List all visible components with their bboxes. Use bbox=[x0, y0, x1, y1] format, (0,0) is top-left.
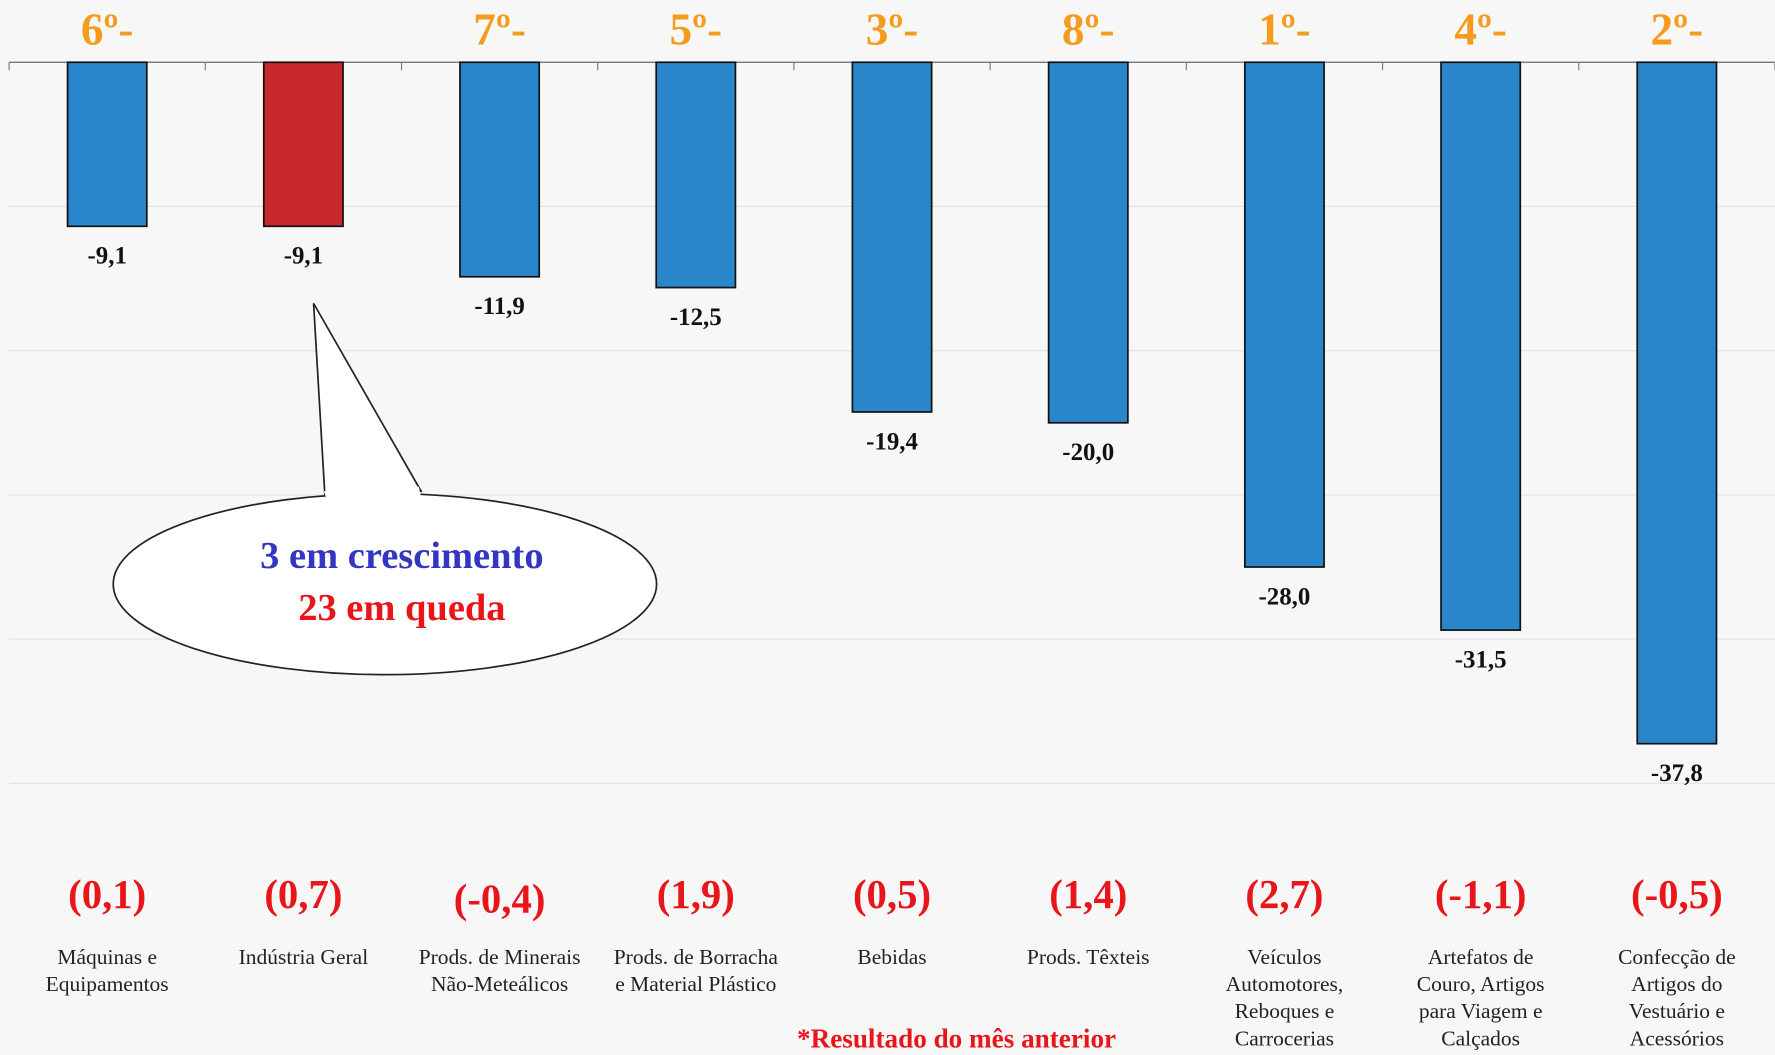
previous-label: (0,7) bbox=[264, 872, 342, 917]
x-tick-label-line: Bebidas bbox=[857, 945, 926, 969]
x-tick-label: Confecção de Artigos do Vestuário e Acessór… bbox=[1618, 945, 1736, 1051]
previous-label: (0,5) bbox=[853, 872, 931, 917]
rank-label: 6º- bbox=[81, 4, 134, 54]
bar bbox=[1243, 61, 1325, 568]
bar bbox=[851, 61, 933, 413]
rank-label: 2º- bbox=[1651, 4, 1704, 54]
value-label: -20,0 bbox=[1062, 439, 1114, 466]
bar bbox=[1636, 61, 1718, 745]
callout: 3 em crescimento 23 em queda bbox=[112, 302, 658, 676]
previous-label: (1,9) bbox=[657, 872, 735, 917]
previous-label: (2,7) bbox=[1245, 872, 1323, 917]
x-tick-label-line: Prods. de Borracha bbox=[614, 945, 779, 969]
x-tick-label-line: Confecção de bbox=[1618, 945, 1736, 969]
rank-label: 1º- bbox=[1258, 4, 1311, 54]
bar bbox=[459, 61, 541, 278]
x-tick-label-line: Não-Meteálicos bbox=[431, 972, 568, 996]
x-tick-label: Artefatos de Couro, Artigos para Viagem e C… bbox=[1417, 945, 1545, 1051]
x-tick-label-line: Carrocerias bbox=[1235, 1026, 1334, 1050]
x-tick-label-line: para Viagem e bbox=[1419, 999, 1543, 1023]
x-tick-label-line: Couro, Artigos bbox=[1417, 972, 1545, 996]
value-label: -11,9 bbox=[474, 293, 524, 320]
x-tick-label-line: Reboques e bbox=[1235, 999, 1335, 1023]
x-tick-label: Prods. de Minerais Não-Meteálicos bbox=[419, 945, 581, 996]
value-label: -12,5 bbox=[670, 304, 722, 331]
previous-label: (-0,4) bbox=[454, 877, 546, 922]
value-label: -37,8 bbox=[1651, 760, 1703, 787]
x-tick-label-line: e Material Plástico bbox=[615, 972, 776, 996]
x-tick-label-line: Artigos do bbox=[1631, 972, 1722, 996]
annotation-line: 3 em crescimento bbox=[260, 535, 543, 577]
x-tick-label-line: Calçados bbox=[1441, 1026, 1520, 1050]
bar bbox=[262, 61, 344, 228]
x-tick-label: Indústria Geral bbox=[239, 945, 369, 969]
x-tick-label-line: Prods. de Minerais bbox=[419, 945, 581, 969]
value-label: -31,5 bbox=[1455, 647, 1507, 674]
rank-label: 5º- bbox=[669, 4, 722, 54]
rank-label: 4º- bbox=[1454, 4, 1507, 54]
bar bbox=[66, 61, 148, 228]
value-label: -9,1 bbox=[87, 243, 126, 270]
x-tick-label-line: Artefatos de bbox=[1428, 945, 1534, 969]
x-tick-label-line: Veículos bbox=[1247, 945, 1321, 969]
x-tick-label: Prods. de Borracha e Material Plástico bbox=[614, 945, 779, 996]
footnote: *Resultado do mês anterior bbox=[797, 1024, 1116, 1054]
x-tick-label-line: Automotores, bbox=[1226, 972, 1344, 996]
previous-label: (-1,1) bbox=[1435, 872, 1527, 917]
rank-label: 7º- bbox=[473, 4, 526, 54]
previous-label: (-0,5) bbox=[1631, 872, 1723, 917]
x-tick-label-line: Máquinas e bbox=[57, 945, 157, 969]
previous-label: (1,4) bbox=[1049, 872, 1127, 917]
bar bbox=[1440, 61, 1522, 631]
annotation-line: 23 em queda bbox=[298, 587, 505, 629]
value-label: -19,4 bbox=[866, 428, 918, 455]
x-tick-label: Veículos Automotores, Reboques e Carroceria… bbox=[1226, 945, 1344, 1051]
x-tick-label-line: Vestuário e bbox=[1629, 999, 1725, 1023]
x-tick-label-line: Equipamentos bbox=[46, 972, 169, 996]
callout-bubble bbox=[112, 492, 658, 676]
x-tick-label: Bebidas bbox=[857, 945, 926, 969]
x-tick-label: Máquinas e Equipamentos bbox=[46, 945, 169, 996]
callout-join bbox=[323, 486, 422, 501]
value-label: -28,0 bbox=[1259, 583, 1311, 610]
x-tick-label-line: Acessórios bbox=[1630, 1026, 1724, 1050]
bar bbox=[655, 61, 737, 289]
previous-label: (0,1) bbox=[68, 872, 146, 917]
bar bbox=[1047, 61, 1129, 424]
x-tick-label: Prods. Têxteis bbox=[1027, 945, 1150, 969]
x-tick-label-line: Prods. Têxteis bbox=[1027, 945, 1150, 969]
value-label: -9,1 bbox=[284, 243, 323, 270]
rank-label: 3º- bbox=[866, 4, 919, 54]
x-tick-label-line: Indústria Geral bbox=[239, 945, 369, 969]
rank-label: 8º- bbox=[1062, 4, 1115, 54]
